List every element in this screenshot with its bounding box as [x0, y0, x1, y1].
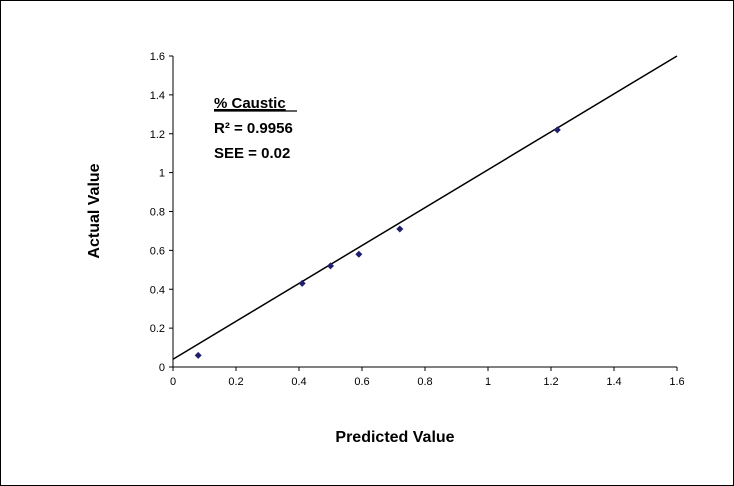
x-tick-label: 0.6 — [354, 376, 369, 388]
y-tick-label: 1 — [159, 168, 165, 180]
y-axis-ticks: 0 0.2 0.4 0.6 0.8 1 1.2 1.4 1.6 — [150, 51, 173, 374]
data-point — [355, 250, 363, 258]
y-tick-label: 0.2 — [150, 323, 165, 335]
data-points — [194, 126, 561, 359]
x-tick-label: 0.8 — [417, 376, 432, 388]
fit-line — [172, 55, 678, 360]
x-tick-label: 1.6 — [669, 376, 684, 388]
annotation-see: SEE = 0.02 — [214, 145, 290, 162]
annotation-r2: R² = 0.9956 — [214, 120, 293, 137]
x-tick-label: 1.4 — [606, 376, 621, 388]
x-axis-title: Predicted Value — [335, 429, 454, 446]
y-tick-label: 0.4 — [150, 284, 165, 296]
annotation-box: % Caustic R² = 0.9956 SEE = 0.02 — [214, 95, 297, 162]
y-tick-label: 1.2 — [150, 129, 165, 141]
data-point — [298, 279, 306, 287]
data-point — [194, 351, 202, 359]
x-tick-label: 0 — [170, 376, 176, 388]
y-tick-label: 0.6 — [150, 245, 165, 257]
data-point — [396, 225, 404, 233]
y-tick-label: 1.4 — [150, 90, 165, 102]
y-axis-title: Actual Value — [86, 163, 103, 258]
annotation-title: % Caustic — [214, 95, 286, 112]
y-tick-label: 0 — [159, 362, 165, 374]
x-tick-label: 0.2 — [228, 376, 243, 388]
x-tick-label: 1 — [485, 376, 491, 388]
data-point — [327, 262, 334, 270]
y-tick-label: 1.6 — [150, 51, 165, 63]
y-tick-label: 0.8 — [150, 207, 165, 219]
x-tick-label: 0.4 — [291, 376, 306, 388]
data-point — [553, 126, 561, 134]
x-axis-ticks: 0 0.2 0.4 0.6 0.8 1 1.2 1.4 1.6 — [170, 367, 685, 388]
x-tick-label: 1.2 — [543, 376, 558, 388]
